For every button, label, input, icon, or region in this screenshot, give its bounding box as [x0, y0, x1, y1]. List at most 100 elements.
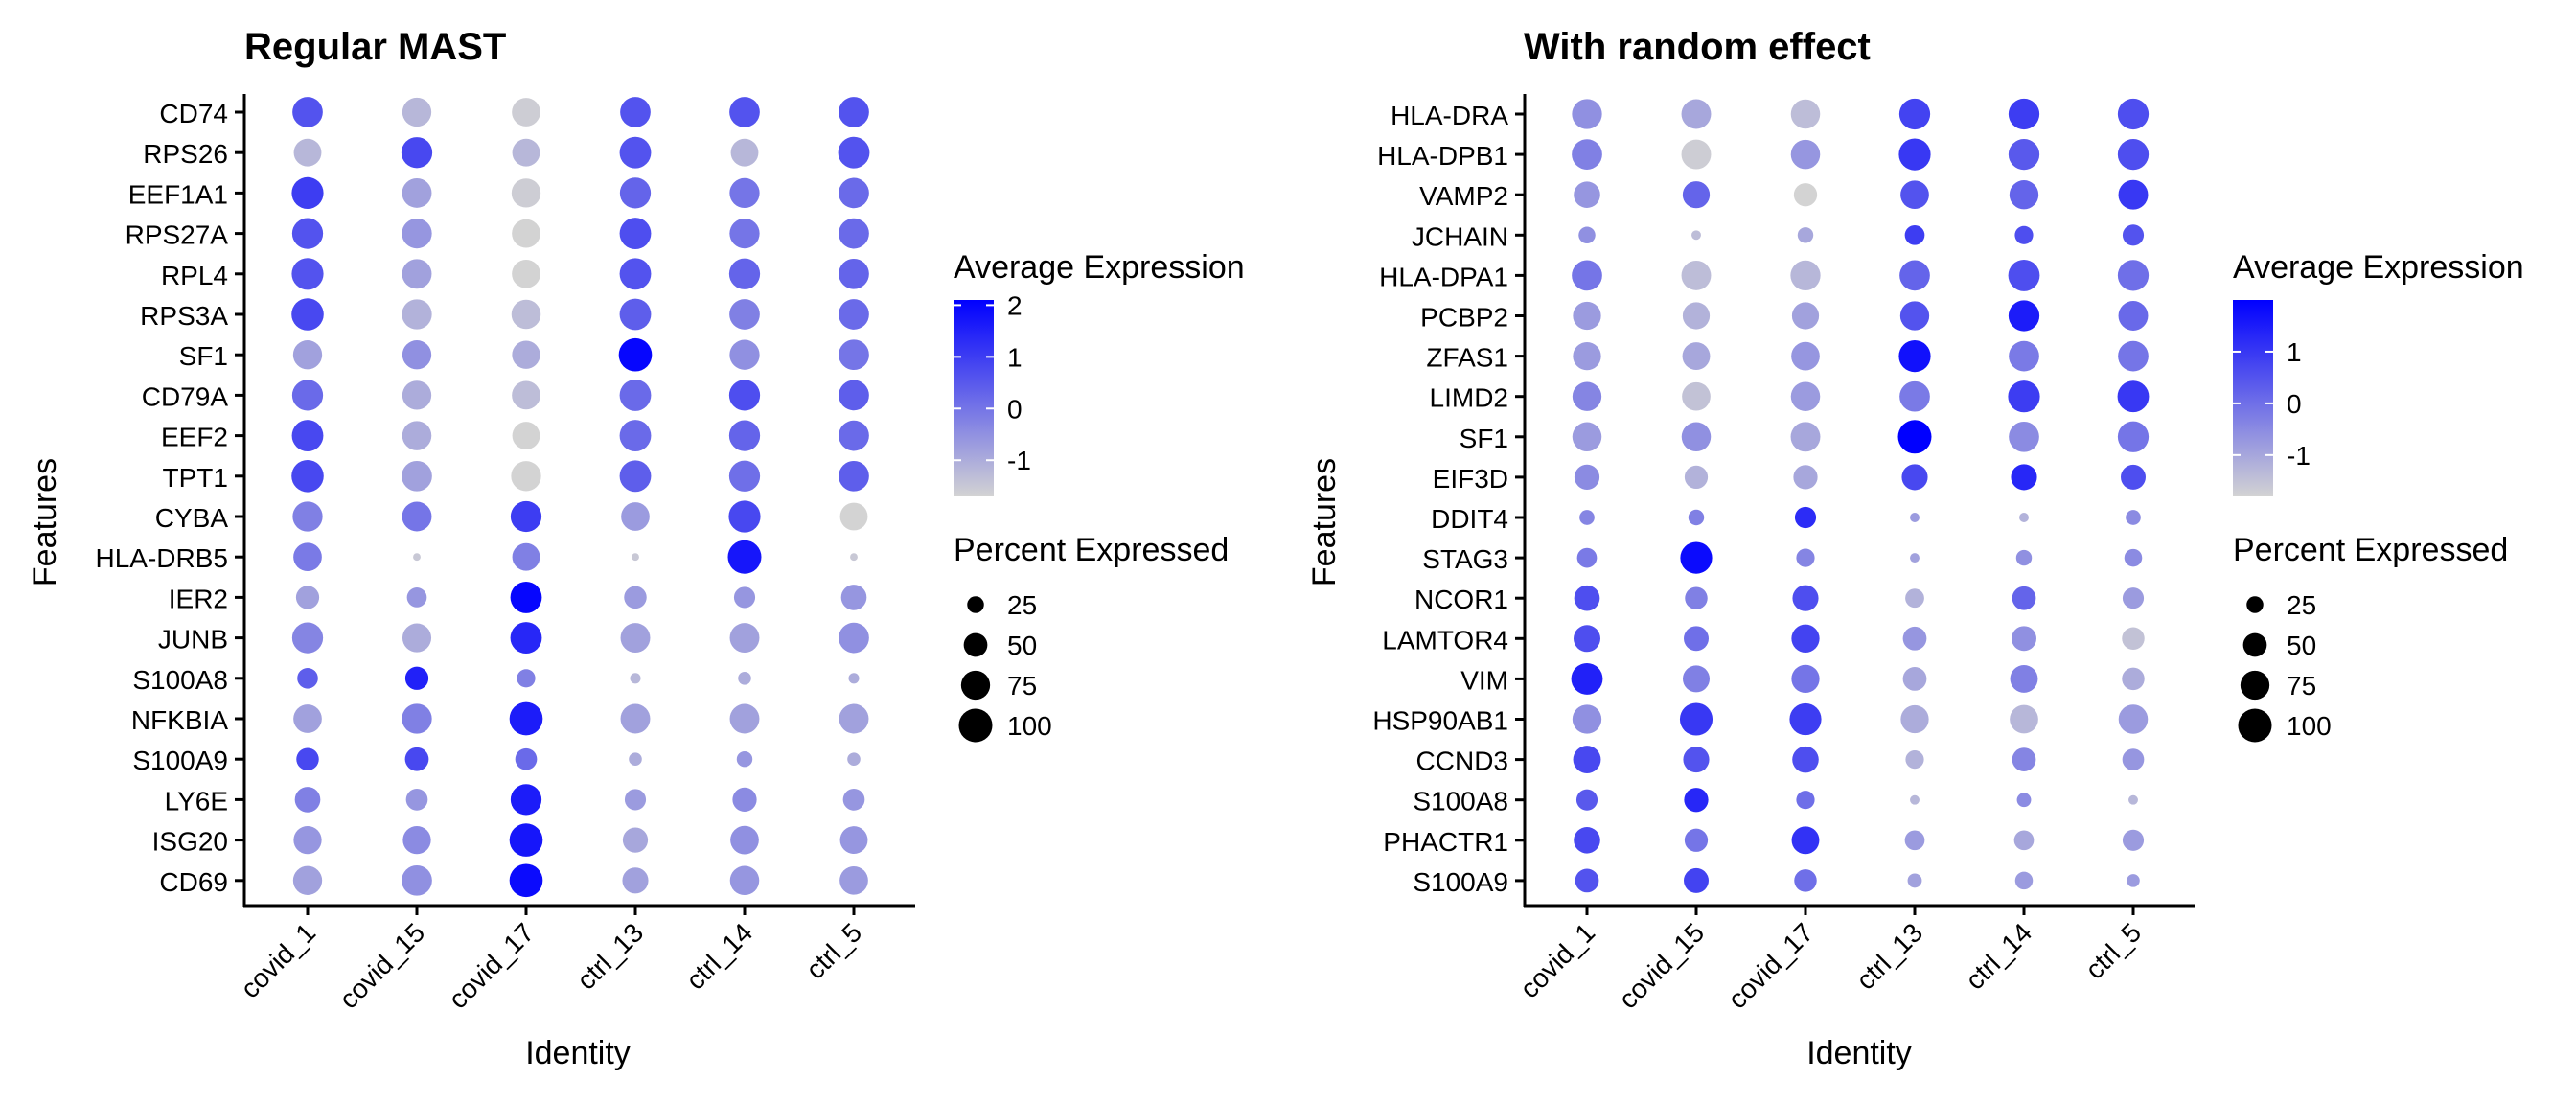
- y-axis-label: Features: [27, 458, 63, 586]
- dot: [2122, 587, 2145, 610]
- dot: [1907, 873, 1922, 888]
- dot: [2008, 98, 2040, 130]
- dot: [1576, 789, 1598, 811]
- dot: [402, 299, 432, 330]
- feature-label: S100A9: [1413, 867, 1508, 897]
- dot: [293, 138, 322, 167]
- dot: [1797, 227, 1814, 243]
- dot: [1684, 867, 1709, 893]
- dot: [2122, 667, 2145, 691]
- feature-label: SF1: [1460, 424, 1508, 453]
- dot: [2117, 421, 2150, 452]
- panel-with-random-effect: With random effect Features Identity HLA…: [1306, 26, 2524, 1071]
- dot: [402, 97, 432, 127]
- feature-label: CD74: [159, 99, 228, 128]
- dot: [402, 825, 431, 855]
- dot: [1681, 99, 1712, 129]
- y-axis-label: Features: [1306, 458, 1343, 586]
- dot: [839, 339, 869, 371]
- feature-label: ZFAS1: [1426, 343, 1508, 373]
- dot: [293, 542, 322, 572]
- colorbar-label: 2: [1007, 290, 1023, 320]
- dot: [2014, 225, 2034, 244]
- color-legend-title: Average Expression: [954, 249, 1245, 286]
- dot: [619, 298, 652, 331]
- dot: [840, 826, 868, 855]
- colorbar-label: 0: [2287, 389, 2302, 419]
- dot: [292, 865, 323, 895]
- identity-label: ctrl_5: [2080, 917, 2147, 984]
- colorbar-ticks: 1 0 -1: [2233, 337, 2311, 471]
- dot: [619, 379, 652, 411]
- dot: [1899, 380, 1930, 412]
- dot: [632, 553, 639, 562]
- dot: [619, 136, 652, 169]
- dot: [406, 587, 427, 608]
- dots: [291, 97, 870, 898]
- dot: [1790, 422, 1821, 452]
- feature-label: LIMD2: [1430, 383, 1508, 413]
- identity-label: covid_15: [334, 917, 430, 1014]
- feature-label: JCHAIN: [1412, 221, 1508, 251]
- colorbar-label: 1: [2287, 337, 2302, 367]
- feature-labels: HLA-DRA HLA-DPB1 VAMP2 JCHAIN HLA-DPA1 PCBP2 Z…: [1372, 101, 1508, 897]
- dot: [838, 136, 870, 169]
- dot: [1578, 226, 1596, 244]
- dot: [1910, 513, 1920, 522]
- dot: [728, 380, 761, 411]
- dot: [1573, 301, 1601, 331]
- feature-label: CCND3: [1416, 747, 1508, 776]
- feature-label: HLA-DPB1: [1377, 141, 1508, 171]
- feature-label: VAMP2: [1419, 181, 1508, 211]
- dot: [511, 178, 541, 208]
- dot: [2011, 464, 2037, 491]
- dot: [728, 460, 761, 492]
- dot: [1904, 224, 1925, 245]
- size-legend-dot: [967, 596, 984, 613]
- dot: [1573, 341, 1601, 371]
- feature-label: DDIT4: [1431, 504, 1508, 534]
- feature-label: HLA-DPA1: [1379, 262, 1508, 291]
- dot: [1793, 465, 1818, 490]
- dot: [839, 380, 869, 411]
- dot: [839, 218, 869, 249]
- dot: [510, 784, 542, 816]
- dot: [1685, 586, 1708, 610]
- dot: [1789, 702, 1822, 736]
- dot: [509, 863, 543, 898]
- dot: [291, 298, 324, 331]
- dot: [1791, 624, 1820, 653]
- dot: [729, 865, 760, 896]
- dot: [1790, 260, 1821, 291]
- dot: [839, 177, 869, 209]
- dot: [619, 420, 652, 452]
- dot: [1684, 465, 1709, 490]
- size-legend-label: 75: [2287, 671, 2316, 701]
- feature-label: S100A8: [132, 665, 228, 695]
- dot: [730, 138, 759, 167]
- feature-label: CYBA: [155, 503, 229, 533]
- dot: [2117, 380, 2150, 413]
- dot: [512, 340, 540, 369]
- dot: [2009, 340, 2039, 372]
- dot: [840, 865, 868, 895]
- dot: [1683, 747, 1710, 773]
- size-legend-items: 25 50 75 100: [958, 590, 1052, 743]
- dot: [512, 138, 540, 167]
- size-legend-dot: [2240, 670, 2270, 701]
- size-legend-dot: [963, 632, 988, 657]
- dot: [1576, 547, 1598, 568]
- dot: [402, 864, 432, 896]
- size-legend-label: 25: [2287, 590, 2316, 620]
- dot: [728, 420, 761, 451]
- feature-label: LAMTOR4: [1382, 625, 1508, 655]
- dot: [512, 380, 540, 410]
- identity-label: covid_1: [1514, 917, 1600, 1003]
- dot: [1796, 791, 1815, 810]
- dot: [402, 380, 432, 410]
- dot: [1572, 260, 1602, 291]
- dot: [620, 97, 651, 127]
- dot: [840, 585, 867, 610]
- identity-label: covid_17: [443, 917, 540, 1014]
- dot: [840, 502, 868, 531]
